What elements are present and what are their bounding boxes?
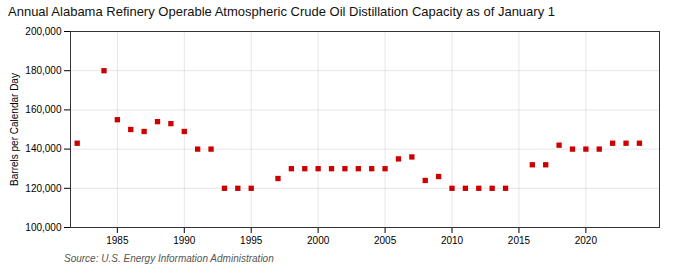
svg-text:1995: 1995	[240, 235, 263, 246]
svg-text:1990: 1990	[173, 235, 196, 246]
html-text:Annual Alabama Refinery Operab: Annual Alabama Refinery Operable Atmosph…	[8, 4, 555, 19]
svg-text:200,000: 200,000	[25, 26, 62, 37]
svg-text:140,000: 140,000	[25, 143, 62, 154]
svg-text:120,000: 120,000	[25, 183, 62, 194]
svg-text:100,000: 100,000	[25, 222, 62, 233]
svg-text:160,000: 160,000	[25, 104, 62, 115]
svg-text:2000: 2000	[307, 235, 330, 246]
svg-text:180,000: 180,000	[25, 65, 62, 76]
svg-text:1985: 1985	[106, 235, 129, 246]
svg-text:Barrels per Calendar Day: Barrels per Calendar Day	[9, 73, 20, 186]
svg-text:2010: 2010	[441, 235, 464, 246]
html-text:Source: U.S. Energy Informatio: Source: U.S. Energy Information Administ…	[64, 253, 274, 264]
svg-text:2020: 2020	[575, 235, 598, 246]
svg-text:2015: 2015	[508, 235, 531, 246]
svg-text:2005: 2005	[374, 235, 397, 246]
